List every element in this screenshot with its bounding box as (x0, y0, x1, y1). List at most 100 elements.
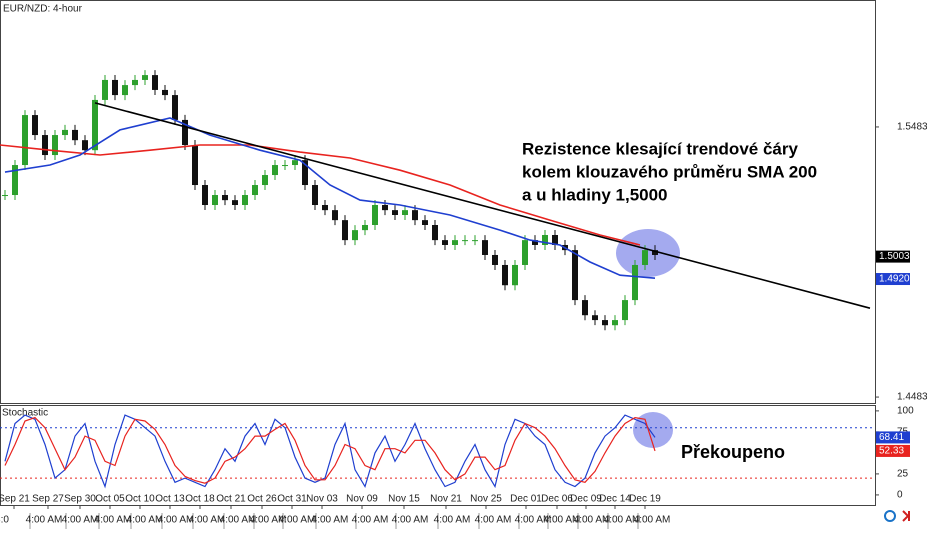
value-marker-label: 52.33 (879, 446, 904, 457)
value-marker (876, 431, 910, 444)
x-tick-label: 4:00 AM (634, 515, 671, 526)
x-tick-label: 4:00 AM (279, 515, 316, 526)
candle (82, 140, 88, 151)
x-tick-label: 4:00 AM (544, 515, 581, 526)
candle (332, 210, 338, 221)
candle (432, 224, 438, 241)
candle (272, 165, 278, 176)
candle (392, 210, 398, 216)
x-tick-label: 8:0 (0, 515, 9, 526)
y-tick-label: 1.4483 (897, 392, 927, 403)
x-tick-label: 4:00 AM (127, 515, 164, 526)
value-marker-label: 68.41 (879, 432, 904, 443)
candle (362, 224, 368, 231)
x-tick-label: Oct 10 (125, 494, 155, 505)
annotation: Překoupeno (681, 442, 785, 462)
x-tick-label: Dec 14 (599, 494, 631, 505)
annotation: kolem klouzavého průměru SMA 200 (522, 162, 817, 181)
x-tick-label: 4:00 AM (220, 515, 257, 526)
x-tick-label: Dec 09 (570, 494, 602, 505)
candle (122, 85, 128, 96)
candle (452, 240, 458, 245)
annotation: a u hladiny 1,5000 (522, 185, 668, 204)
candle (542, 234, 548, 245)
candle (182, 119, 188, 146)
x-tick-label: Oct 31 (277, 494, 307, 505)
candle (622, 300, 628, 321)
candle (262, 175, 268, 186)
x-tick-label: Oct 18 (185, 494, 215, 505)
candle (462, 240, 468, 242)
x-tick-label: Oct 13 (155, 494, 185, 505)
candle (612, 320, 618, 326)
y-tick-label: 1.5483 (897, 122, 927, 133)
candle (582, 300, 588, 316)
x-tick-label: 4:00 AM (62, 515, 99, 526)
value-marker (876, 250, 910, 263)
x-tick-label: Dec 06 (541, 494, 573, 505)
x-tick-label: Sep 21 (0, 494, 30, 505)
x-tick-label: 4:00 AM (434, 515, 471, 526)
candle (492, 254, 498, 265)
candle (552, 234, 558, 245)
x-tick-label: 4:00 AM (158, 515, 195, 526)
x-tick-label: Nov 25 (470, 494, 502, 505)
candle (222, 195, 228, 201)
panel-title: Stochastic (2, 408, 48, 419)
x-tick-label: 4:00 AM (604, 515, 641, 526)
y-tick-label: 0 (897, 490, 903, 501)
candle (2, 195, 8, 197)
candle (312, 185, 318, 206)
y-tick-label: 100 (897, 406, 914, 417)
candle (472, 240, 478, 242)
stoch-frame (0, 405, 876, 506)
x-tick-label: 4:00 AM (95, 515, 132, 526)
x-tick-label: Dec 19 (629, 494, 661, 505)
x-tick-label: 4:00 AM (392, 515, 429, 526)
candle (92, 99, 98, 151)
candle (32, 115, 38, 136)
x-tick-label: Sep 30 (64, 494, 96, 505)
candle (422, 220, 428, 225)
candle (572, 250, 578, 301)
candle (42, 135, 48, 156)
toolbar-icons (884, 510, 910, 522)
x-tick-label: Oct 21 (216, 494, 246, 505)
candle (482, 240, 488, 255)
title-bg (1, 406, 45, 419)
candle (292, 160, 298, 166)
candle (382, 205, 388, 211)
x-tick-label: 4:00 AM (475, 515, 512, 526)
candle (402, 210, 408, 216)
overlay-line (94, 102, 871, 309)
x-tick-label: 4:00 AM (574, 515, 611, 526)
candle (52, 135, 58, 156)
candle (322, 205, 328, 211)
stoch-line (4, 414, 656, 489)
x-tick-label: 4:00 AM (26, 515, 63, 526)
x-tick-label: Oct 26 (247, 494, 277, 505)
overlay-line (0, 144, 641, 246)
candle (412, 210, 418, 221)
title-bg (1, 1, 75, 15)
x-tick-label: Nov 09 (346, 494, 378, 505)
candle (282, 165, 288, 167)
candle (72, 129, 78, 141)
x-tick-label: 4:00 AM (250, 515, 287, 526)
candle (642, 250, 648, 265)
value-marker-label: 1.4920 (879, 274, 910, 285)
candle (632, 264, 638, 301)
chart-title: EUR/NZD: 4-hour (3, 4, 83, 15)
candle (232, 200, 238, 206)
candle (132, 79, 138, 86)
x-tick-label: 4:00 AM (189, 515, 226, 526)
x-tick-label: 4:00 AM (352, 515, 389, 526)
value-marker (876, 273, 910, 286)
candle (142, 75, 148, 80)
candle (302, 160, 308, 186)
price-frame (0, 0, 876, 404)
x-tick-label: 4:00 AM (312, 515, 349, 526)
y-tick-label: 25 (897, 469, 909, 480)
